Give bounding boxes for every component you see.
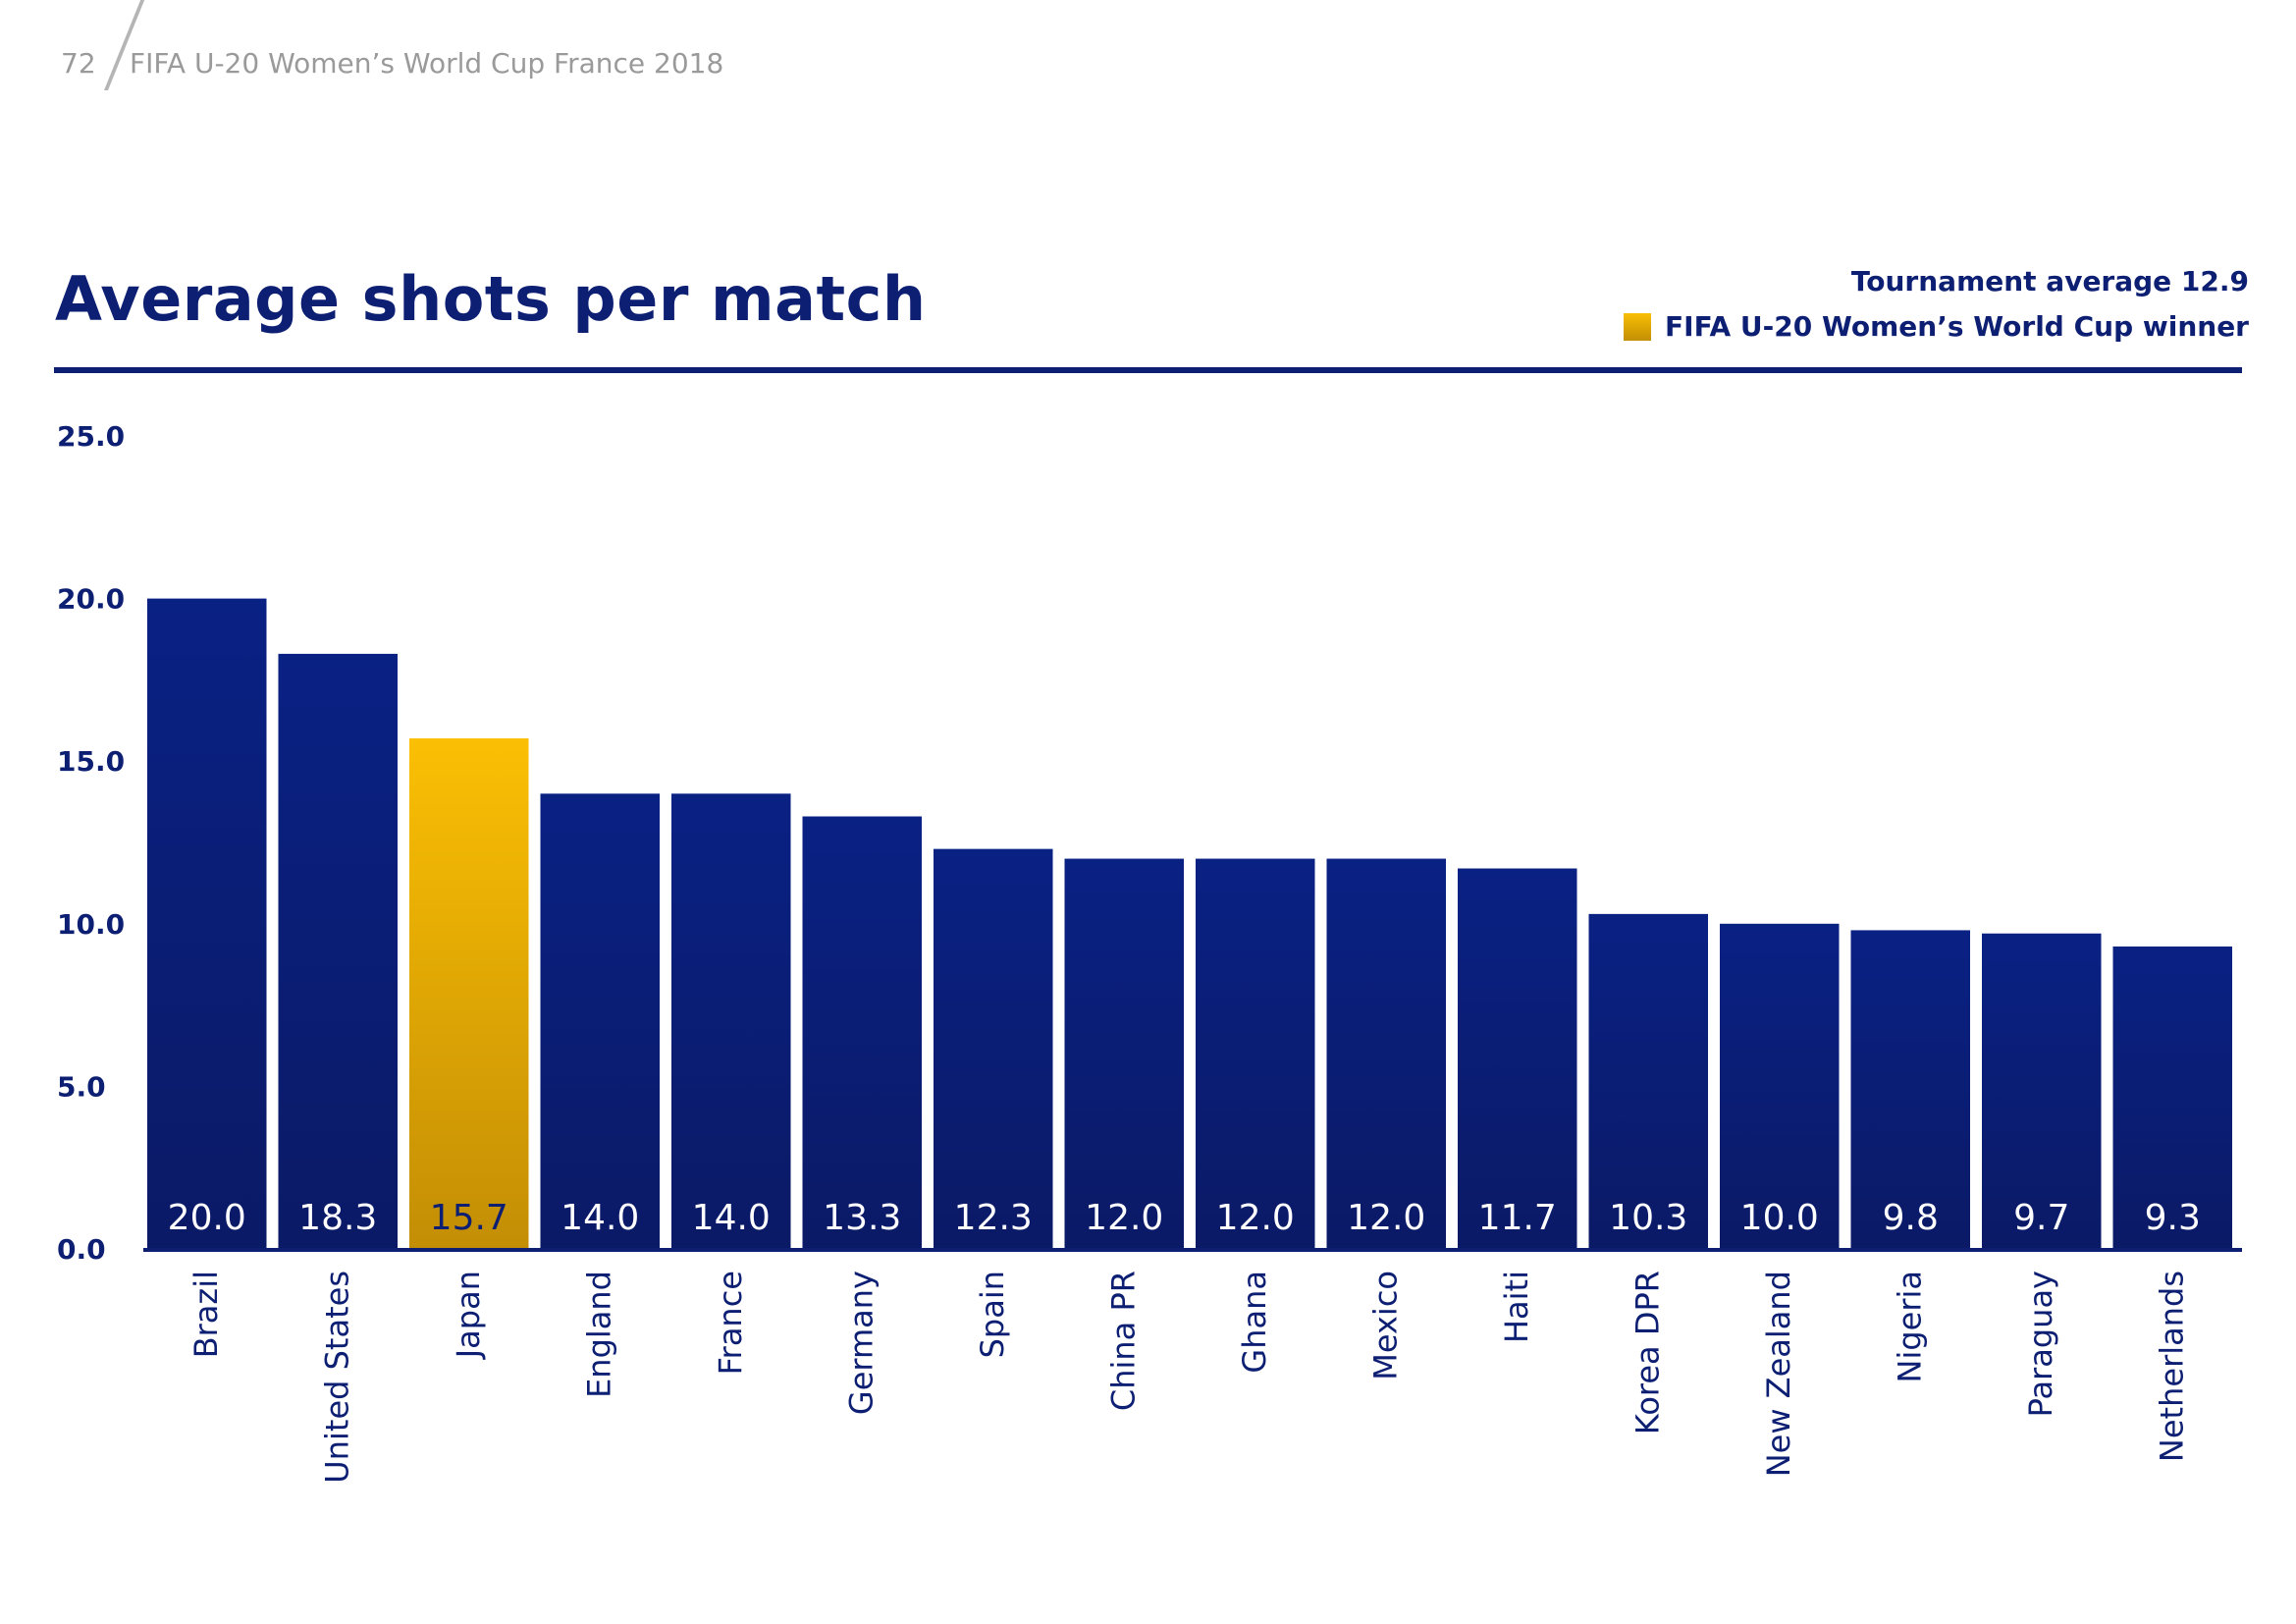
bar-value-label-0: 20.0 [168,1198,246,1238]
y-tick-label-3: 15.0 [57,745,125,778]
y-tick-label-1: 5.0 [57,1070,106,1103]
bar-value-label-6: 12.3 [954,1198,1033,1238]
x-tick-label-12: New Zealand [1760,1271,1797,1477]
legend-label-winner: FIFA U-20 Women’s World Cup winner [1665,310,2249,343]
bar-6 [934,848,1053,1249]
bar-value-label-8: 12.0 [1216,1198,1295,1238]
x-tick-label-7: China PR [1104,1271,1142,1411]
x-tick-label-13: Nigeria [1891,1271,1928,1382]
x-tick-label-9: Mexico [1366,1271,1404,1380]
x-tick-label-5: Germany [842,1271,880,1415]
x-tick-label-11: Korea DPR [1629,1271,1666,1435]
bar-15 [2112,946,2232,1249]
chart-title: Average shots per match [55,263,927,335]
y-tick-label-2: 10.0 [57,908,125,941]
bar-value-label-10: 11.7 [1478,1198,1557,1238]
title-rule [54,367,2242,373]
bar-value-label-4: 14.0 [692,1198,771,1238]
bar-value-label-2: 15.7 [430,1198,508,1238]
y-axis: 0.0 5.0 10.0 15.0 20.0 25.0 [57,420,125,1266]
x-axis-line [143,1248,2242,1252]
page-number: 72 [61,47,96,80]
bar-5 [802,816,922,1249]
x-tick-label-2: Japan [450,1271,487,1360]
x-tick-label-1: United States [318,1271,355,1484]
y-tick-label-4: 20.0 [57,583,125,616]
legend: FIFA U-20 Women’s World Cup winner [1624,310,2249,343]
bar-value-label-14: 9.7 [2013,1198,2069,1238]
y-tick-label-5: 25.0 [57,420,125,453]
legend-swatch-winner [1624,312,1652,341]
y-tick-label-0: 0.0 [57,1233,106,1266]
bar-7 [1064,858,1184,1249]
tournament-average-note: Tournament average 12.9 [1850,265,2249,298]
x-tick-label-14: Paraguay [2022,1271,2059,1417]
bar-10 [1458,868,1577,1249]
bar-13 [1850,930,1970,1249]
bar-9 [1326,858,1446,1249]
bar-14 [1982,933,2102,1249]
bar-3 [540,793,660,1249]
x-tick-label-4: France [712,1271,749,1375]
bar-value-label-1: 18.3 [298,1198,377,1238]
bar-4 [671,793,791,1249]
bar-value-label-3: 14.0 [561,1198,639,1238]
report-title: FIFA U-20 Women’s World Cup France 2018 [130,47,724,80]
x-tick-label-6: Spain [974,1271,1011,1358]
x-tick-label-10: Haiti [1498,1271,1535,1343]
bar-value-label-5: 13.3 [823,1198,901,1238]
bar-value-label-9: 12.0 [1347,1198,1425,1238]
bar-12 [1720,923,1840,1249]
bar-0 [147,598,267,1249]
x-axis: Brazil United States Japan England France Ger… [143,1248,2242,1484]
x-tick-label-15: Netherlands [2153,1271,2190,1462]
bar-value-label-12: 10.0 [1740,1198,1819,1238]
bar-2 [409,738,529,1249]
bar-value-label-13: 9.8 [1883,1198,1939,1238]
x-tick-label-0: Brazil [187,1271,225,1358]
bar-value-label-7: 12.0 [1085,1198,1163,1238]
bar-value-label-11: 10.3 [1609,1198,1687,1238]
bar-8 [1196,858,1315,1249]
bar-value-label-15: 9.3 [2145,1198,2201,1238]
bar-1 [278,653,398,1249]
x-tick-label-8: Ghana [1236,1271,1273,1374]
bar-11 [1588,913,1708,1249]
x-tick-label-3: England [580,1271,617,1398]
bars: 20.0 18.3 15.7 14.0 14.0 13.3 12.3 12.0 12.0 12.0… [147,598,2232,1249]
